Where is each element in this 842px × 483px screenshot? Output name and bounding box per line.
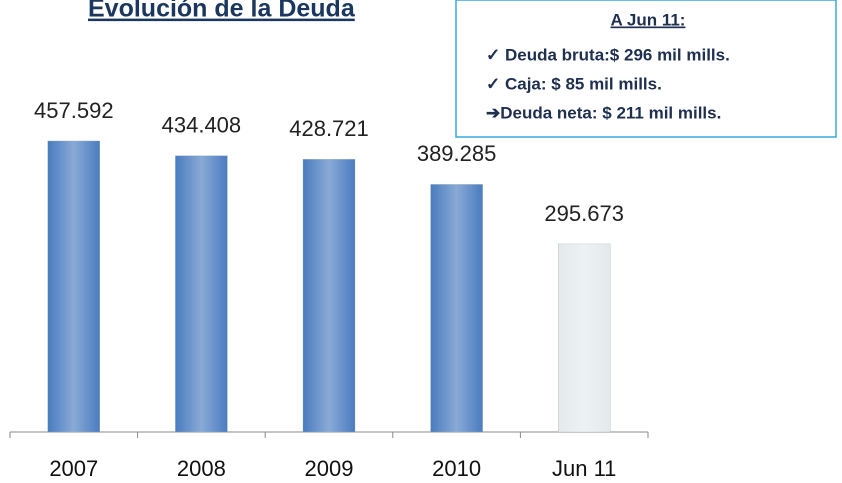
annotation-line: ➔Deuda neta: $ 211 mil mills.: [486, 103, 721, 122]
x-tick-label: 2008: [177, 456, 226, 481]
bar-highlight: [558, 243, 611, 432]
x-tick-label: 2009: [305, 456, 354, 481]
bar-highlight: [47, 140, 100, 432]
data-label: 295.673: [544, 201, 624, 226]
data-label: 428.721: [289, 116, 369, 141]
x-tick-label: 2010: [432, 456, 481, 481]
annotation-title: A Jun 11:: [611, 10, 686, 29]
annotation-box: [455, 0, 837, 138]
annotation-line: ✓ Caja: $ 85 mil mills.: [486, 74, 662, 93]
x-tick-label: 2007: [49, 456, 98, 481]
x-tick-label: Jun 11: [552, 456, 616, 481]
data-label: 389.285: [417, 141, 497, 166]
bar-highlight: [175, 155, 228, 433]
annotation-line: ✓ Deuda bruta:$ 296 mil mills.: [486, 45, 730, 64]
bar-highlight: [430, 184, 483, 432]
data-label: 434.408: [162, 113, 242, 138]
bar-highlight: [303, 159, 355, 433]
data-label: 457.592: [34, 98, 114, 123]
chart-title: Evolución de la Deuda: [88, 0, 356, 23]
